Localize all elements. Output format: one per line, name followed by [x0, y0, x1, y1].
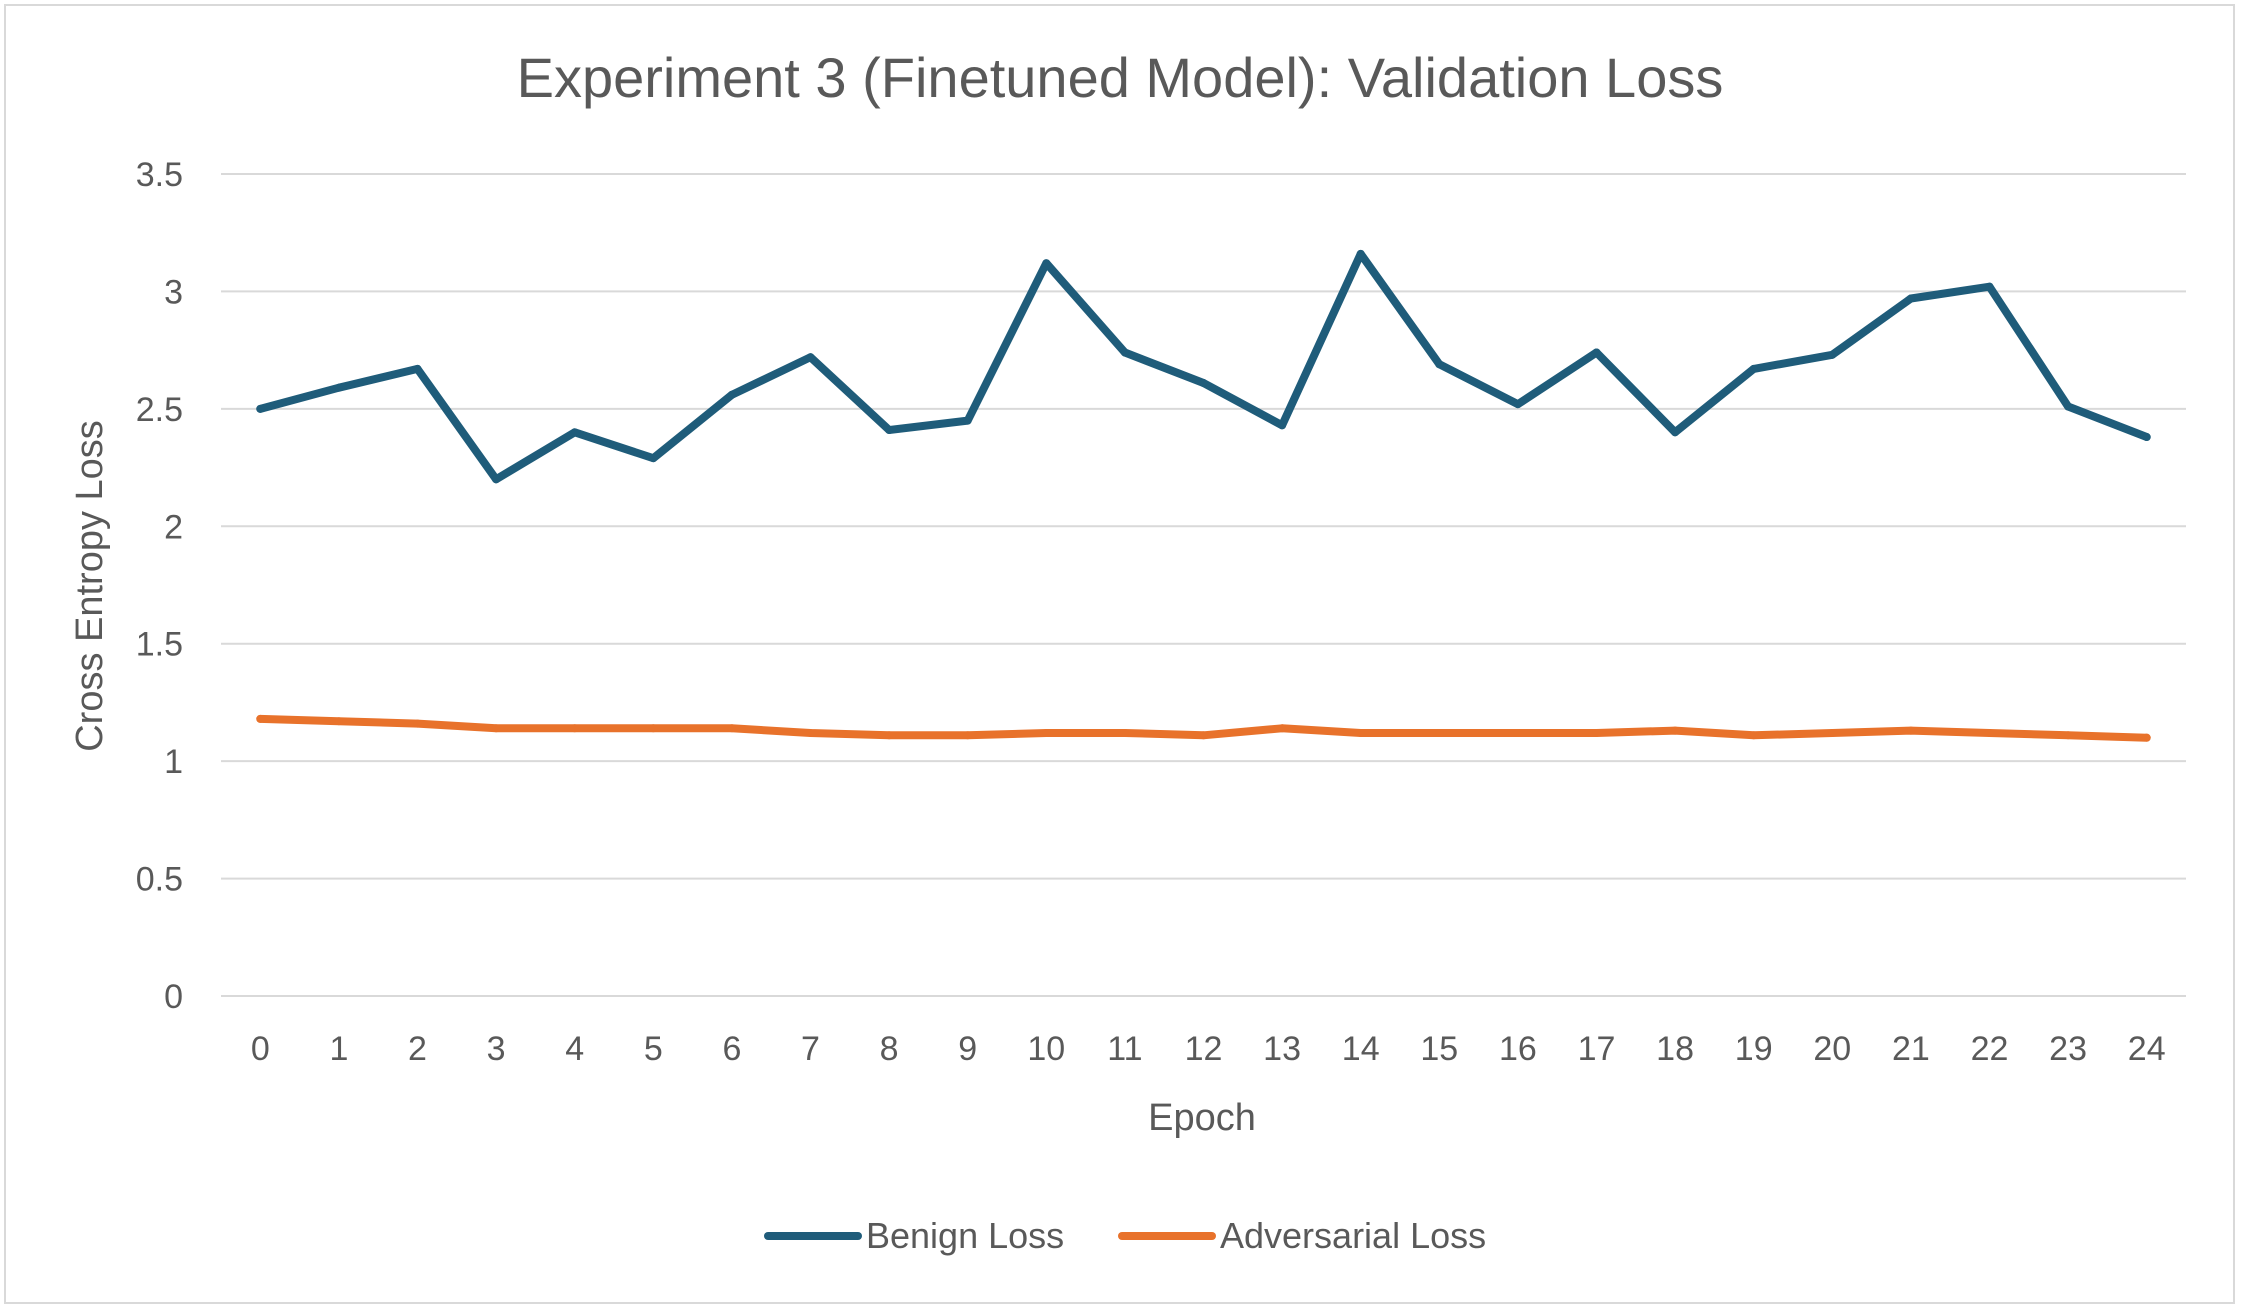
data-point — [1435, 360, 1444, 369]
data-point — [727, 724, 736, 733]
x-tick-label: 18 — [1656, 1030, 1694, 1068]
data-point — [1042, 259, 1051, 268]
data-point — [885, 425, 894, 434]
data-point — [2064, 402, 2073, 411]
y-axis-ticks: 0 0.5 1 1.5 2 2.5 3 3.5 — [136, 156, 183, 1016]
legend-label: Benign Loss — [866, 1215, 1064, 1256]
x-tick-label: 4 — [565, 1030, 584, 1068]
data-point — [570, 724, 579, 733]
x-tick-label: 17 — [1578, 1030, 1616, 1068]
x-tick-label: 13 — [1263, 1030, 1301, 1068]
x-tick-label: 16 — [1499, 1030, 1537, 1068]
data-point — [727, 390, 736, 399]
y-tick-label: 1 — [164, 743, 183, 781]
data-point — [1592, 348, 1601, 357]
x-tick-label: 3 — [487, 1030, 506, 1068]
data-point — [1042, 728, 1051, 737]
x-axis-title: Epoch — [1148, 1097, 1256, 1139]
gridlines — [221, 173, 2186, 997]
y-tick-label: 1.5 — [136, 626, 183, 664]
data-point — [806, 353, 815, 362]
data-point — [1592, 728, 1601, 737]
x-tick-label: 24 — [2128, 1030, 2166, 1068]
data-point — [1906, 726, 1915, 735]
chart-frame — [4, 4, 2235, 1304]
x-tick-label: 9 — [958, 1030, 977, 1068]
data-point — [1828, 350, 1837, 359]
data-point — [1278, 724, 1287, 733]
x-tick-label: 22 — [1971, 1030, 2009, 1068]
data-point — [1356, 728, 1365, 737]
data-point — [2142, 733, 2151, 742]
data-point — [256, 404, 265, 413]
y-tick-label: 0.5 — [136, 861, 183, 899]
data-point — [1120, 728, 1129, 737]
data-point — [1985, 728, 1994, 737]
data-point — [963, 416, 972, 425]
y-tick-label: 2 — [164, 508, 183, 546]
data-point — [1278, 421, 1287, 430]
x-tick-label: 23 — [2049, 1030, 2087, 1068]
data-point — [1749, 731, 1758, 740]
y-tick-label: 3 — [164, 273, 183, 311]
data-point — [1435, 728, 1444, 737]
x-tick-label: 2 — [408, 1030, 427, 1068]
data-point — [1985, 282, 1994, 291]
x-tick-label: 7 — [801, 1030, 820, 1068]
x-tick-label: 21 — [1892, 1030, 1930, 1068]
x-tick-label: 8 — [880, 1030, 899, 1068]
series-lines — [256, 249, 2151, 742]
data-point — [1356, 249, 1365, 258]
x-tick-label: 6 — [722, 1030, 741, 1068]
y-axis-title: Cross Entropy Loss — [69, 420, 111, 752]
data-point — [1906, 294, 1915, 303]
data-point — [1513, 400, 1522, 409]
legend: Benign Loss Adversarial Loss — [764, 1215, 1486, 1256]
x-tick-label: 5 — [644, 1030, 663, 1068]
data-point — [492, 724, 501, 733]
x-axis-ticks: 0 1 2 3 4 5 6 7 8 9 10 11 12 13 14 15 16 17 18 19 20 21 22 23 24 — [251, 1030, 2166, 1068]
x-tick-label: 11 — [1107, 1030, 1142, 1068]
data-point — [256, 714, 265, 723]
data-point — [413, 364, 422, 373]
data-point — [1120, 348, 1129, 357]
data-point — [649, 454, 658, 463]
data-point — [1749, 364, 1758, 373]
data-point — [1828, 728, 1837, 737]
data-point — [1671, 726, 1680, 735]
x-tick-label: 10 — [1027, 1030, 1065, 1068]
data-point — [1513, 728, 1522, 737]
data-point — [413, 719, 422, 728]
chart-title: Experiment 3 (Finetuned Model): Validati… — [517, 46, 1724, 109]
data-point — [649, 724, 658, 733]
legend-label: Adversarial Loss — [1220, 1215, 1486, 1256]
y-tick-label: 2.5 — [136, 391, 183, 429]
x-tick-label: 19 — [1735, 1030, 1773, 1068]
data-point — [806, 728, 815, 737]
x-tick-label: 12 — [1185, 1030, 1223, 1068]
data-point — [1671, 428, 1680, 437]
data-point — [492, 475, 501, 484]
data-point — [570, 428, 579, 437]
y-tick-label: 0 — [164, 978, 183, 1016]
data-point — [2142, 433, 2151, 442]
data-point — [1199, 731, 1208, 740]
x-tick-label: 14 — [1342, 1030, 1380, 1068]
x-tick-label: 15 — [1420, 1030, 1458, 1068]
data-point — [334, 717, 343, 726]
y-tick-label: 3.5 — [136, 156, 183, 194]
data-point — [2064, 731, 2073, 740]
x-tick-label: 0 — [251, 1030, 270, 1068]
x-tick-label: 20 — [1813, 1030, 1851, 1068]
x-tick-label: 1 — [329, 1030, 348, 1068]
data-point — [334, 383, 343, 392]
data-point — [1199, 379, 1208, 388]
data-point — [885, 731, 894, 740]
series-line-benign-loss — [256, 249, 2151, 484]
data-point — [963, 731, 972, 740]
